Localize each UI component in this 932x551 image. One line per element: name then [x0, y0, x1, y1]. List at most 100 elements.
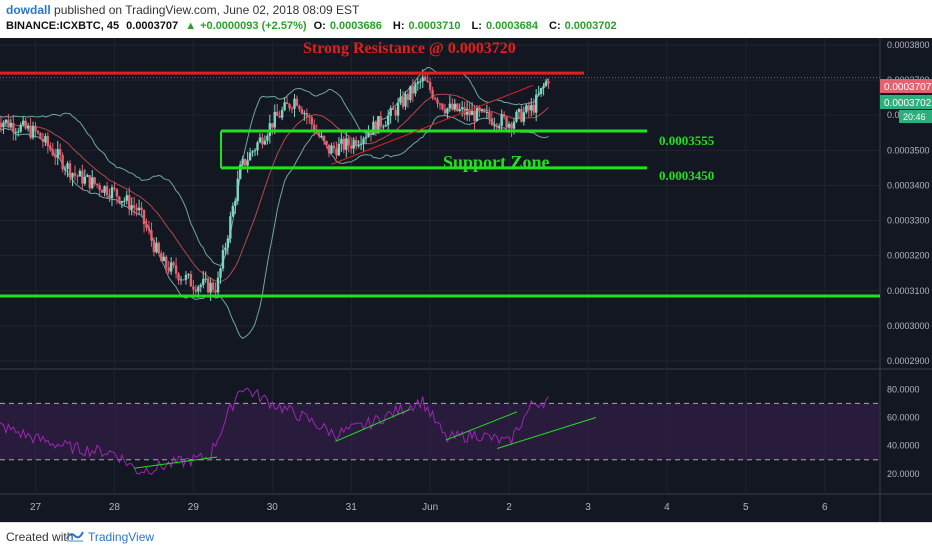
- candle-body: [44, 136, 47, 143]
- tradingview-link[interactable]: TradingView: [88, 530, 155, 544]
- candle-body: [204, 278, 207, 280]
- candle-body: [367, 132, 370, 137]
- candle-body: [522, 112, 526, 122]
- candle-body: [384, 125, 387, 127]
- candle-body: [542, 85, 545, 88]
- candle-body: [246, 160, 249, 166]
- candle-body: [332, 145, 336, 149]
- candle-body: [517, 108, 521, 112]
- candle-body: [98, 184, 101, 191]
- bollinger-lower: [0, 114, 549, 340]
- candle-body: [320, 136, 323, 138]
- candle-body: [147, 227, 151, 231]
- candle-body: [194, 289, 198, 292]
- symbol-label: BINANCE:ICXBTC, 45: [6, 20, 120, 32]
- candle-body: [123, 200, 126, 202]
- candle-body: [216, 277, 220, 293]
- candle-body: [362, 138, 365, 145]
- candle-body: [271, 123, 274, 128]
- candle-body: [300, 109, 304, 114]
- candle-body: [374, 121, 378, 134]
- chart-svg[interactable]: 0.00038000.00037000.00036000.00035000.00…: [0, 38, 932, 522]
- candle-body: [431, 89, 434, 98]
- candle-body: [145, 224, 148, 228]
- candle-body: [411, 86, 415, 94]
- candle-body: [179, 279, 183, 281]
- candle-body: [295, 98, 299, 106]
- candle-body: [350, 145, 353, 149]
- candle-body: [219, 268, 222, 278]
- candle-body: [0, 123, 3, 128]
- candle-body: [234, 200, 237, 206]
- candle-body: [81, 170, 84, 184]
- candle-body: [278, 116, 281, 118]
- rsi-band-fill: [0, 403, 880, 460]
- price-tick-label: 0.0003500: [887, 145, 930, 155]
- price-tick-label: 0.0002900: [887, 356, 930, 366]
- candle-body: [530, 104, 533, 111]
- candle-body: [290, 108, 294, 110]
- time-tick-label: 6: [822, 502, 828, 513]
- candle-body: [56, 149, 59, 158]
- candle-body: [280, 109, 284, 118]
- candle-body: [500, 114, 503, 127]
- rsi-tick-label: 80.0000: [887, 384, 920, 394]
- candle-body: [473, 110, 476, 121]
- price-pane[interactable]: [0, 38, 880, 368]
- candle-body: [389, 108, 392, 116]
- candle-body: [4, 119, 8, 123]
- candle-body: [419, 81, 422, 83]
- candle-body: [41, 138, 45, 143]
- candle-body: [241, 158, 244, 165]
- candle-body: [199, 284, 202, 287]
- candle-body: [451, 103, 454, 110]
- horizontal-levels: [0, 71, 880, 298]
- candle-body: [152, 240, 156, 253]
- candle-body: [544, 81, 548, 86]
- time-tick-label: 30: [267, 502, 279, 513]
- candle-body: [438, 103, 442, 105]
- candle-body: [404, 94, 407, 107]
- candle-body: [226, 238, 230, 248]
- candle-body: [409, 86, 412, 100]
- candle-body: [128, 195, 131, 210]
- candle-body: [100, 190, 104, 193]
- candle-body: [115, 189, 119, 197]
- candle-body: [137, 207, 141, 211]
- candle-body: [243, 158, 247, 166]
- candle-body: [532, 104, 535, 113]
- candle-body: [453, 103, 456, 110]
- change-value: +0.0000093 (+2.57%): [200, 20, 307, 32]
- tradingview-logo-icon: [66, 531, 84, 542]
- footer: Created with TradingView: [0, 522, 932, 551]
- candle-body: [187, 274, 190, 276]
- close-price-badge: [880, 95, 932, 109]
- candle-body: [359, 144, 363, 146]
- candle-body: [261, 137, 264, 145]
- time-tick-label: 5: [743, 502, 749, 513]
- candle-body: [167, 267, 170, 272]
- candle-body: [515, 111, 518, 122]
- candle-body: [441, 103, 444, 110]
- candle-body: [231, 205, 235, 217]
- candle-body: [91, 177, 94, 189]
- candle-body: [209, 282, 212, 293]
- author-link[interactable]: dowdall: [6, 3, 51, 17]
- candle-body: [510, 123, 513, 129]
- candle-body: [448, 103, 452, 109]
- candle-body: [83, 176, 87, 184]
- candle-body: [493, 124, 496, 126]
- ohlc-close: C: 0.0003702: [549, 20, 617, 32]
- candle-body: [537, 93, 540, 95]
- candle-body: [497, 126, 501, 128]
- candle-body: [337, 143, 341, 156]
- chart-area[interactable]: 0.00038000.00037000.00036000.00035000.00…: [0, 38, 932, 522]
- candle-body: [547, 81, 550, 84]
- symbol-info: BINANCE:ICXBTC, 45 0.0003707 ▲ +0.0000093…: [6, 20, 625, 32]
- candle-body: [9, 123, 13, 128]
- close-price-badge-text: 0.0003702: [884, 98, 932, 109]
- candle-body: [298, 105, 301, 110]
- candle-body: [36, 131, 40, 134]
- candle-body: [51, 149, 54, 156]
- candle-body: [253, 150, 257, 152]
